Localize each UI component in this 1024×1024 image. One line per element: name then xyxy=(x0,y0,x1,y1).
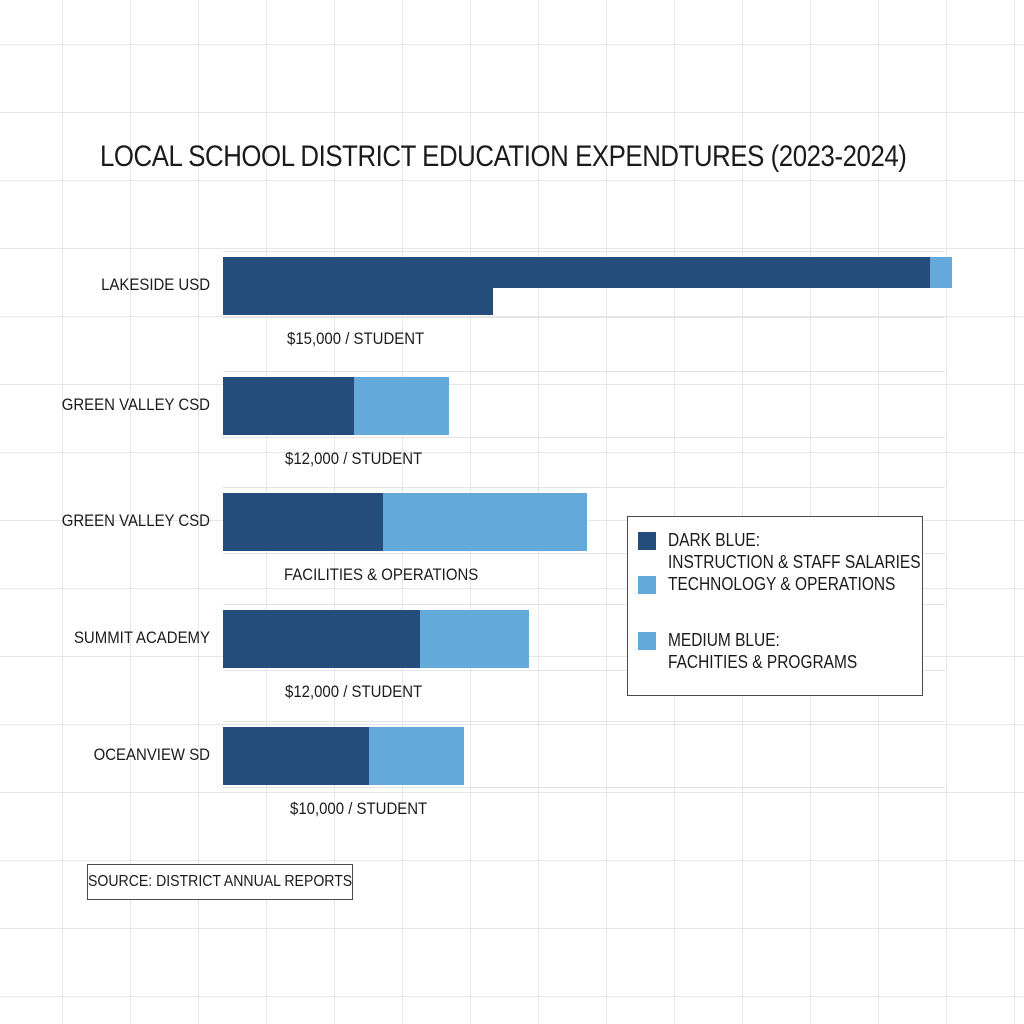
row-gridline xyxy=(223,787,945,788)
legend-swatch-medium-blue-1 xyxy=(638,576,656,594)
legend-swatch-dark-blue xyxy=(638,532,656,550)
bar-green-valley-csd-segment-1 xyxy=(223,493,384,551)
bar-annotation: $10,000 / STUDENT xyxy=(290,799,428,818)
source-note: SOURCE: DISTRICT ANNUAL REPORTS xyxy=(87,864,353,900)
source-text: SOURCE: DISTRICT ANNUAL REPORTS xyxy=(87,873,353,890)
category-label-lakeside-usd: LAKESIDE USD xyxy=(101,275,210,294)
legend-heading-medium-blue: MEDIUM BLUE: xyxy=(668,630,780,650)
legend: DARK BLUE: INSTRUCTION & STAFF SALARIES … xyxy=(627,516,923,696)
row-gridline xyxy=(223,604,945,605)
row-gridline xyxy=(223,721,945,722)
legend-item-technology: TECHNOLOGY & OPERATIONS xyxy=(638,573,932,595)
legend-label-technology: TECHNOLOGY & OPERATIONS xyxy=(668,574,896,594)
legend-item-medium-blue: MEDIUM BLUE: FACHITIES & PROGRAMS xyxy=(638,629,888,673)
bar-summit-academy-segment-1 xyxy=(223,610,420,668)
row-gridline xyxy=(223,317,945,318)
row-gridline xyxy=(223,487,945,488)
bar-lakeside-usd-segment-1 xyxy=(223,257,931,288)
chart-title: LOCAL SCHOOL DISTRICT EDUCATION EXPENDTU… xyxy=(100,140,907,173)
bar-annotation: $15,000 / STUDENT xyxy=(287,329,425,348)
legend-heading-dark-blue: DARK BLUE: xyxy=(668,530,761,550)
bar-summit-academy-segment-2 xyxy=(419,610,530,668)
bar-oceanview-sd-segment-1 xyxy=(223,727,369,785)
category-label-oceanview-sd: OCEANVIEW SD xyxy=(93,745,210,764)
category-label-green-valley-csd: GREEN VALLEY CSD xyxy=(61,395,210,414)
category-label-green-valley-csd: GREEN VALLEY CSD xyxy=(61,511,210,530)
legend-swatch-medium-blue-2 xyxy=(638,632,656,650)
row-gridline xyxy=(223,251,945,252)
bar-green-valley-csd-segment-2 xyxy=(354,377,449,435)
bar-green-valley-csd-segment-1 xyxy=(223,377,355,435)
legend-item-dark-blue: DARK BLUE: INSTRUCTION & STAFF SALARIES xyxy=(638,529,962,573)
row-gridline xyxy=(223,437,945,438)
bar-annotation: $12,000 / STUDENT xyxy=(285,449,423,468)
legend-label-facilities: FACHITIES & PROGRAMS xyxy=(668,652,858,672)
row-gridline xyxy=(223,670,945,671)
legend-label-instruction: INSTRUCTION & STAFF SALARIES xyxy=(668,552,921,572)
bar-oceanview-sd-segment-2 xyxy=(368,727,464,785)
bar-annotation: FACILITIES & OPERATIONS xyxy=(284,565,479,584)
bar-green-valley-csd-segment-2 xyxy=(383,493,588,551)
bar-annotation: $12,000 / STUDENT xyxy=(285,682,423,701)
row-gridline xyxy=(223,553,945,554)
category-label-summit-academy: SUMMIT ACADEMY xyxy=(73,628,211,647)
row-gridline xyxy=(223,371,945,372)
bar-lakeside-usd-lower-segment xyxy=(223,288,493,315)
bar-lakeside-usd-segment-2 xyxy=(930,257,952,288)
